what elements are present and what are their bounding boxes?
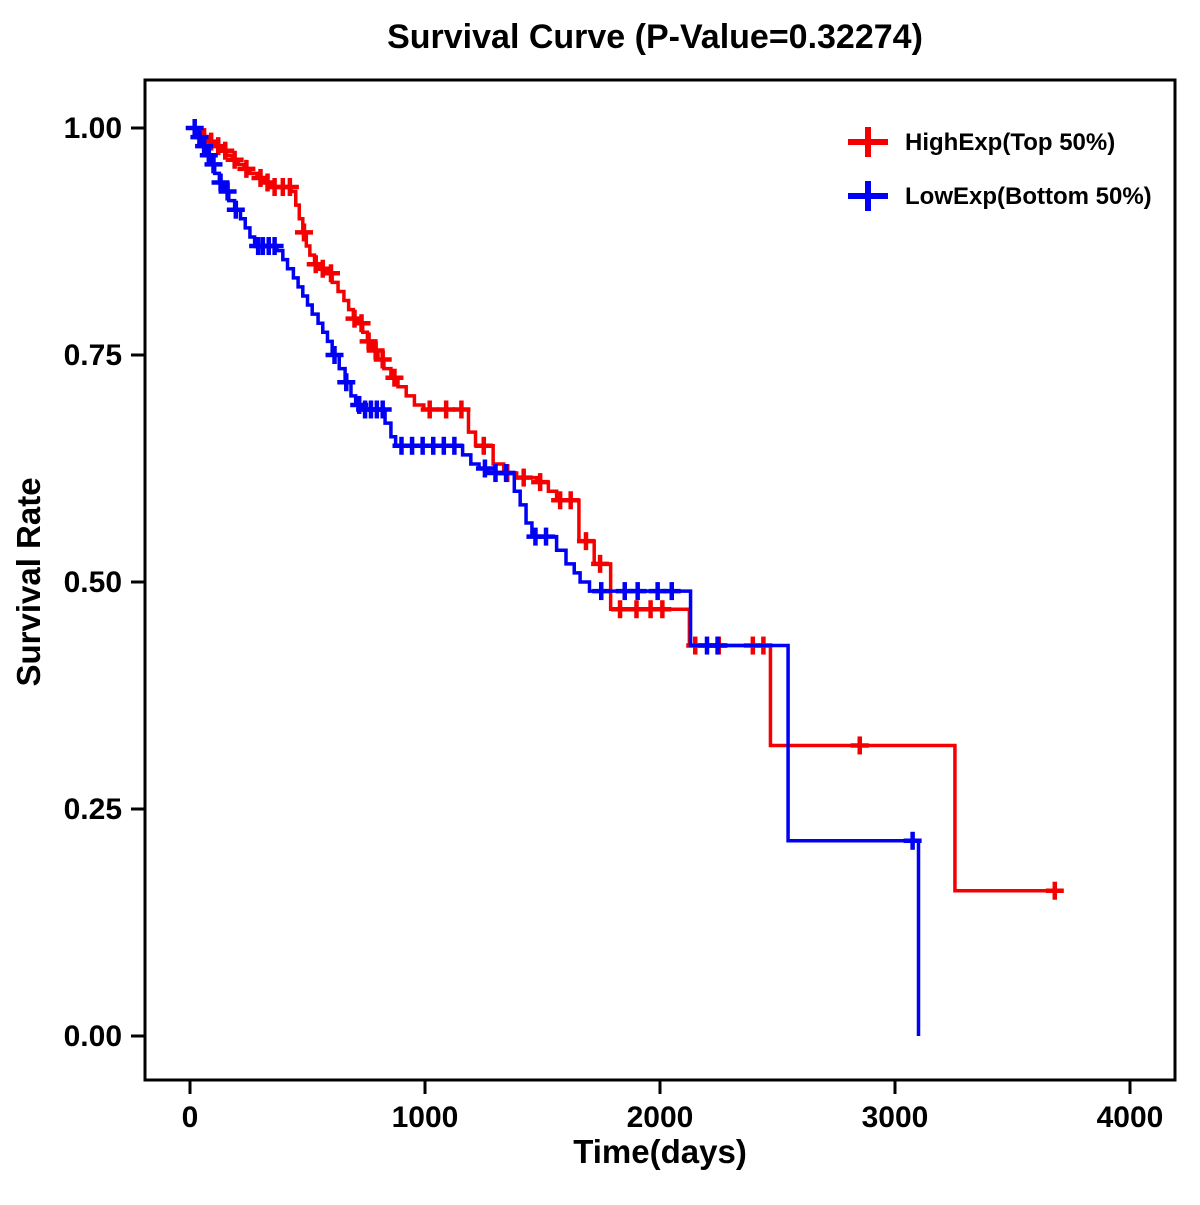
x-tick-label: 2000 (627, 1101, 694, 1134)
legend-item-highexp: HighExp(Top 50%) (848, 127, 1115, 157)
x-tick-label: 1000 (392, 1101, 459, 1134)
lowexp-censor-marker-icon (848, 181, 888, 211)
chart-title: Survival Curve (P-Value=0.32274) (387, 18, 923, 56)
x-tick-label: 3000 (862, 1101, 929, 1134)
x-tick-label: 4000 (1097, 1101, 1164, 1134)
x-tick-label: 0 (182, 1101, 199, 1134)
legend-label-highexp: HighExp(Top 50%) (905, 129, 1115, 156)
y-axis-title: Survival Rate (10, 477, 47, 686)
legend-label-lowexp: LowExp(Bottom 50%) (905, 183, 1152, 210)
legend: HighExp(Top 50%) LowExp(Bottom 50%) (848, 127, 1152, 211)
axis-ticks: 0 1000 2000 3000 4000 0.00 0.25 0.50 0.75 1.00 (64, 112, 1164, 1134)
y-tick-label: 0.75 (64, 339, 122, 372)
lowexp-curve (190, 126, 921, 1036)
legend-item-lowexp: LowExp(Bottom 50%) (848, 181, 1152, 211)
y-tick-label: 0.25 (64, 793, 122, 826)
x-axis-title: Time(days) (573, 1133, 747, 1170)
y-tick-label: 0.00 (64, 1020, 122, 1053)
plot-border (143, 78, 1177, 1082)
highexp-censor-marker-icon (848, 127, 888, 157)
survival-curves (185, 119, 1064, 1036)
y-tick-label: 1.00 (64, 112, 122, 145)
highexp-curve (190, 126, 1060, 893)
y-tick-label: 0.50 (64, 566, 122, 599)
